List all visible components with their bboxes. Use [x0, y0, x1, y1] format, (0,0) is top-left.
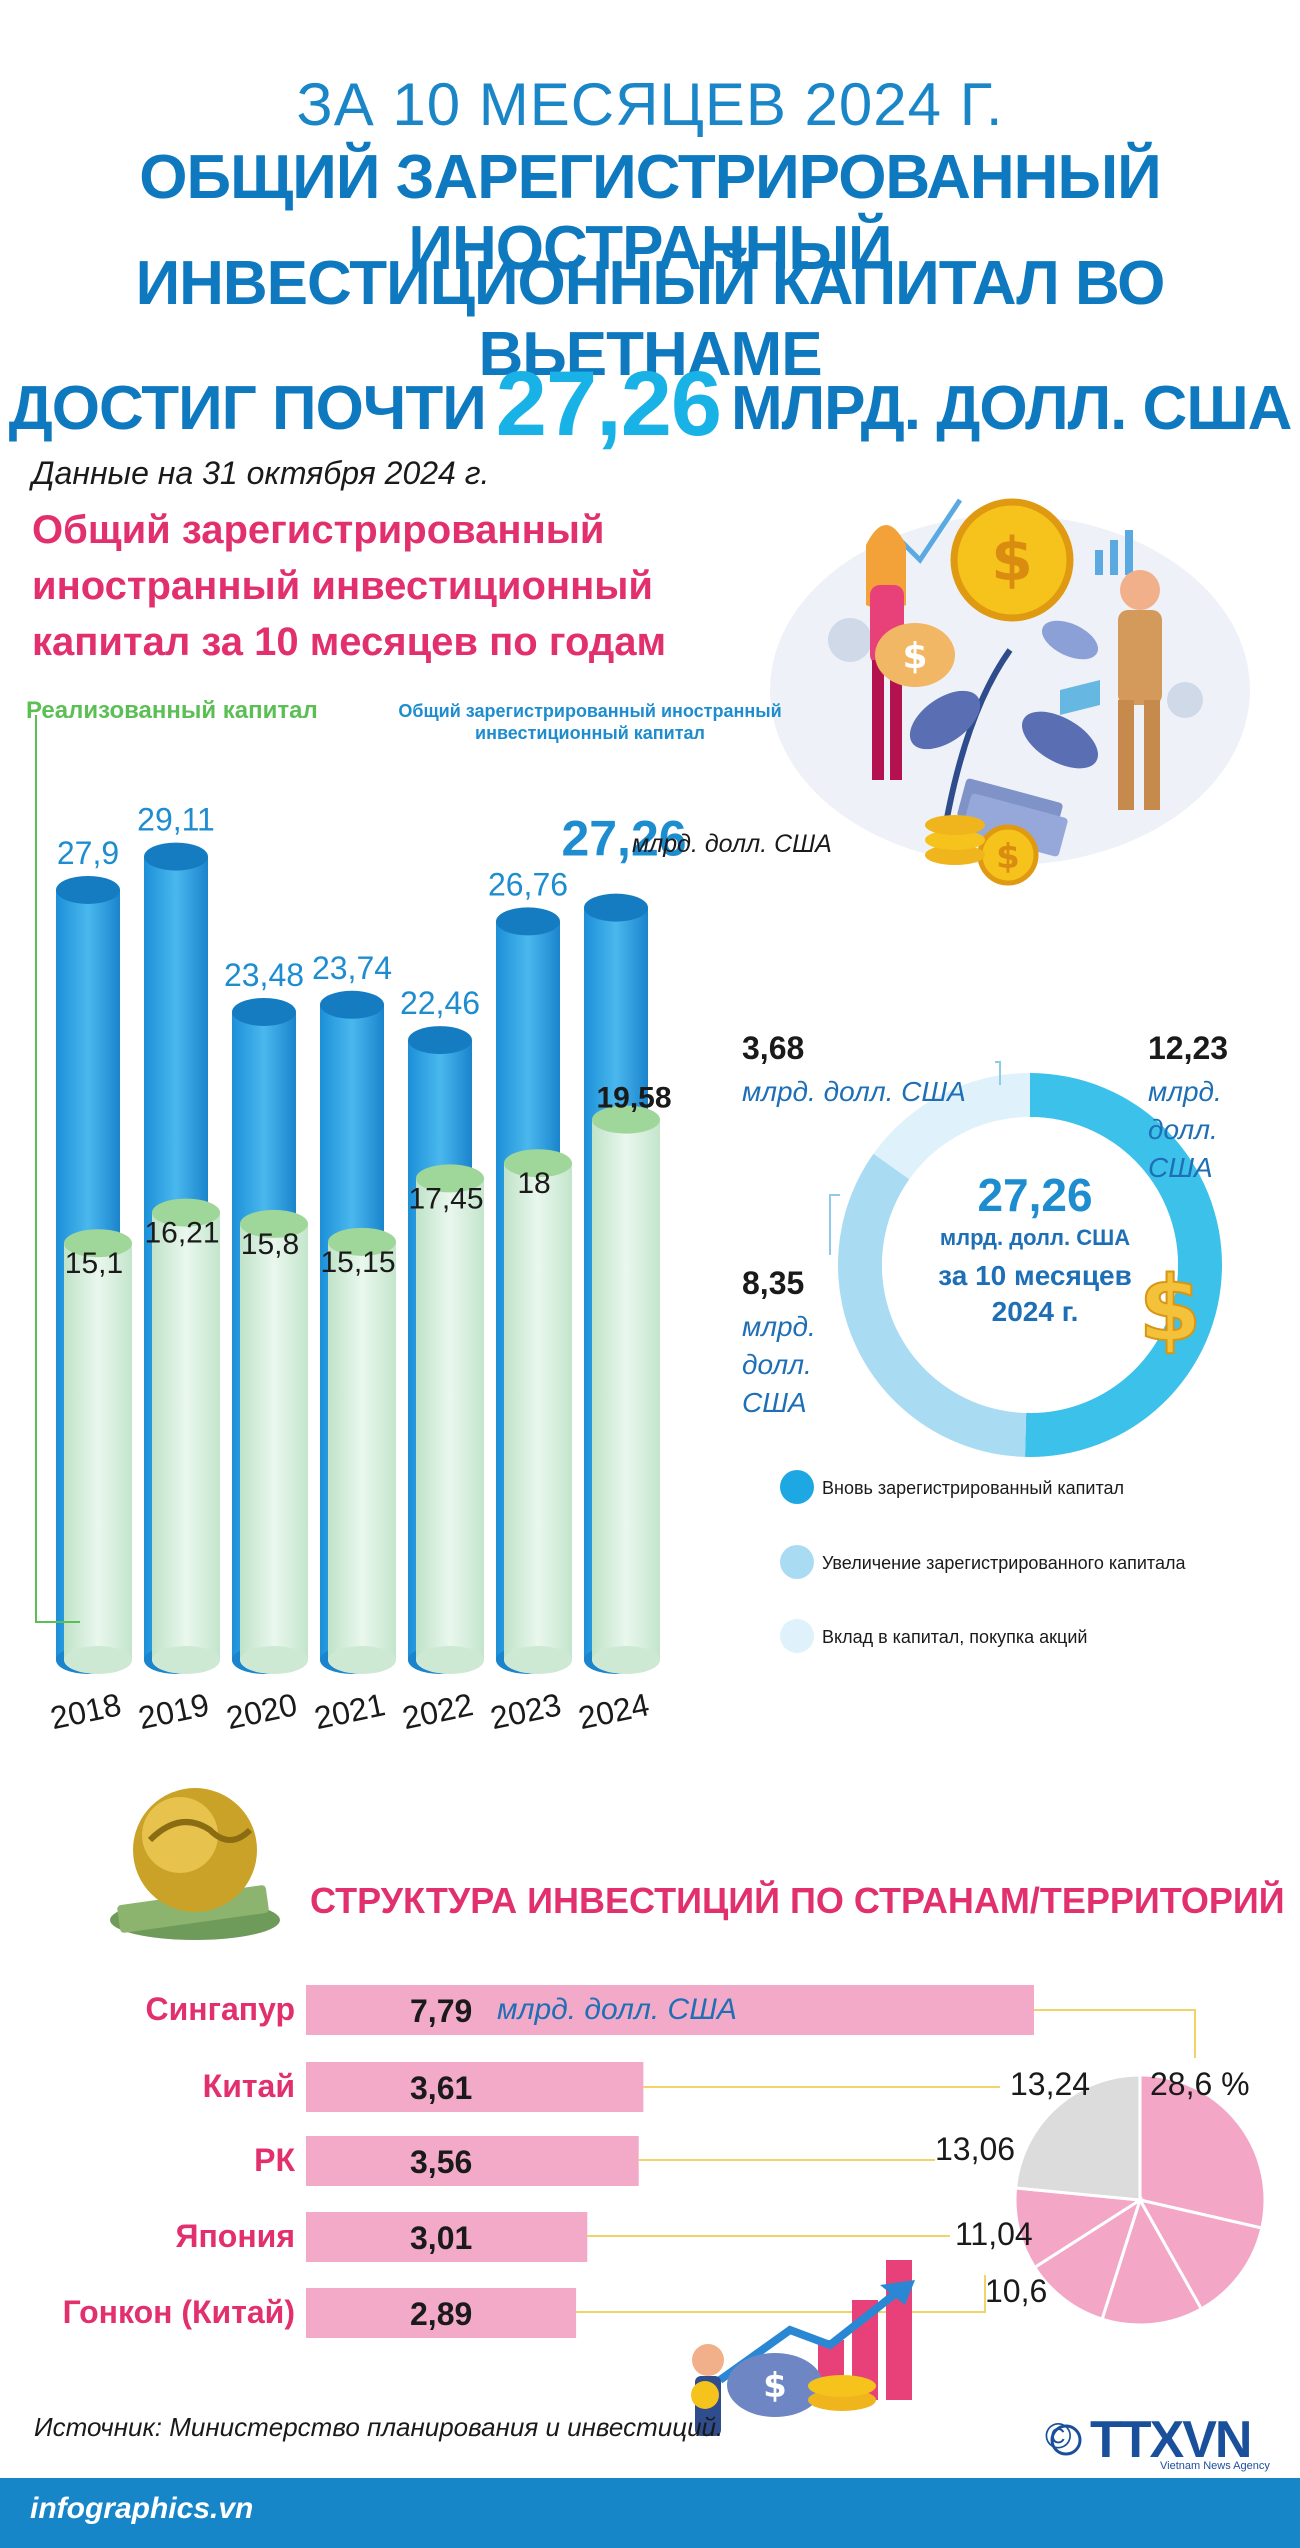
realized-value-label: 17,45 — [408, 1182, 483, 1215]
realized-bar — [64, 1243, 132, 1660]
total-bar-top — [584, 894, 648, 922]
donut-unit-contribution: млрд. долл. США — [742, 1073, 966, 1111]
realized-value-label: 15,1 — [65, 1247, 123, 1280]
legend-label: Вновь зарегистрированный капитал — [822, 1478, 1124, 1498]
country-name-label: Япония — [35, 2216, 295, 2256]
total-capital-label: Общий зарегистрированный иностранный инв… — [365, 700, 815, 744]
year-tick-label: 2018 — [47, 1686, 124, 1736]
legend-item-contribution: Вклад в капитал, покупка акций — [822, 1627, 1087, 1648]
pie-label-singapore: 28,6 % — [1150, 2066, 1250, 2102]
realized-bar-base — [240, 1646, 308, 1674]
country-name-label: Китай — [35, 2066, 295, 2106]
svg-text:$: $ — [991, 525, 1033, 595]
realized-value-label: 15,8 — [241, 1228, 299, 1261]
donut-label-contribution: 3,68 — [742, 1030, 804, 1067]
donut-center-value: 27,26 — [910, 1168, 1160, 1222]
total-bar-top — [496, 907, 560, 935]
realized-bar — [504, 1163, 572, 1660]
legend-swatch — [780, 1545, 814, 1579]
donut-label-increase: 8,35 — [742, 1265, 804, 1302]
country-name-label: РК — [35, 2140, 295, 2180]
country-value-label: 7,79 — [410, 1993, 472, 2030]
realized-bar-base — [152, 1646, 220, 1674]
legend-item-increase: Увеличение зарегистрированного капитала — [822, 1553, 1185, 1574]
total-value-label: 29,11 — [137, 802, 215, 838]
country-bar — [306, 2136, 639, 2186]
realized-bar-base — [64, 1646, 132, 1674]
pie-label-china: 13,24 — [1010, 2066, 1090, 2102]
realized-value-label: 16,21 — [144, 1217, 219, 1250]
donut-unit-new: млрд. долл. США — [1148, 1073, 1238, 1187]
country-unit-note: млрд. долл. США — [497, 1993, 737, 2027]
pie-label-japan: 11,04 — [955, 2216, 1033, 2252]
year-tick-label: 2019 — [135, 1686, 212, 1736]
growth-illustration: $ — [691, 2260, 915, 2436]
total-value-label: 23,48 — [224, 957, 304, 993]
total-bar-top — [144, 843, 208, 871]
footer-bar: infographics.vn — [0, 2478, 1300, 2548]
country-share-pie: 28,6 % 13,24 13,06 11,04 10,6 — [935, 2066, 1265, 2325]
total-bar-top — [56, 876, 120, 904]
donut-connector — [830, 1195, 840, 1255]
donut-unit-increase: млрд. долл. США — [742, 1308, 832, 1422]
country-value-label: 3,01 — [410, 2220, 472, 2257]
year-tick-label: 2024 — [575, 1686, 652, 1736]
realized-capital-label: Реализованный капитал — [26, 697, 318, 725]
realized-bar — [328, 1242, 396, 1660]
realized-bar — [592, 1120, 660, 1660]
total-bar-top — [320, 991, 384, 1019]
year-tick-label: 2022 — [399, 1686, 476, 1736]
total-value-label: 22,46 — [400, 985, 480, 1021]
globe-money-icon — [110, 1788, 280, 1940]
source-note: Источник: Министерство планирования и ин… — [34, 2412, 723, 2443]
total-value-label: 23,74 — [312, 950, 392, 986]
country-section-title: СТРУКТУРА ИНВЕСТИЦИЙ ПО СТРАНАМ/ТЕРРИТОР… — [310, 1880, 1285, 1922]
legend-label: Вклад в капитал, покупка акций — [822, 1627, 1087, 1647]
yearly-bar-chart: 27,915,1201829,1116,21201923,4815,820202… — [47, 802, 686, 1737]
realized-bar-base — [328, 1646, 396, 1674]
total-bar-top — [408, 1026, 472, 1054]
copyright-sign: © — [1045, 2415, 1072, 2457]
legend-label: Увеличение зарегистрированного капитала — [822, 1553, 1185, 1573]
year-tick-label: 2021 — [311, 1686, 388, 1736]
country-name-label: Сингапур — [35, 1989, 295, 2029]
realized-value-label: 19,58 — [596, 1082, 671, 1115]
logo-subtitle: Vietnam News Agency — [1160, 2460, 1270, 2472]
donut-label-new: 12,23 — [1148, 1030, 1228, 1067]
svg-text:$: $ — [996, 837, 1020, 877]
legend-swatch — [780, 1619, 814, 1653]
total-value-label: 27,9 — [57, 835, 119, 871]
svg-text:$: $ — [902, 636, 927, 677]
pie-label-korea: 13,06 — [935, 2131, 1015, 2167]
footer-site: infographics.vn — [30, 2492, 253, 2526]
realized-bar — [152, 1213, 220, 1660]
yearly-unit-note: млрд. долл. США — [632, 830, 832, 859]
realized-value-label: 18 — [517, 1167, 550, 1200]
realized-value-label: 15,15 — [320, 1246, 395, 1279]
donut-center-unit: млрд. долл. США — [910, 1225, 1160, 1251]
country-connector — [576, 2275, 985, 2312]
realized-bar-base — [592, 1646, 660, 1674]
realized-bar-base — [416, 1646, 484, 1674]
legend-item-new: Вновь зарегистрированный капитал — [822, 1478, 1124, 1499]
pie-label-hongkong: 10,6 — [985, 2273, 1047, 2309]
country-value-label: 3,56 — [410, 2144, 472, 2181]
country-value-label: 3,61 — [410, 2070, 472, 2107]
investment-illustration: $ $ $ — [770, 500, 1250, 883]
country-value-label: 2,89 — [410, 2296, 472, 2333]
svg-text:$: $ — [763, 2366, 787, 2406]
donut-center-note: за 10 месяцев 2024 г. — [915, 1258, 1155, 1330]
realized-bar — [416, 1178, 484, 1660]
total-bar-top — [232, 998, 296, 1026]
realized-bar — [240, 1224, 308, 1660]
realized-bar-base — [504, 1646, 572, 1674]
country-name-label: Гонкон (Китай) — [35, 2292, 295, 2332]
legend-swatch — [780, 1470, 814, 1504]
total-value-label: 26,76 — [488, 866, 568, 902]
country-bar — [306, 2062, 643, 2112]
year-tick-label: 2020 — [223, 1686, 300, 1736]
country-connector — [1034, 2010, 1195, 2058]
year-tick-label: 2023 — [487, 1686, 564, 1736]
